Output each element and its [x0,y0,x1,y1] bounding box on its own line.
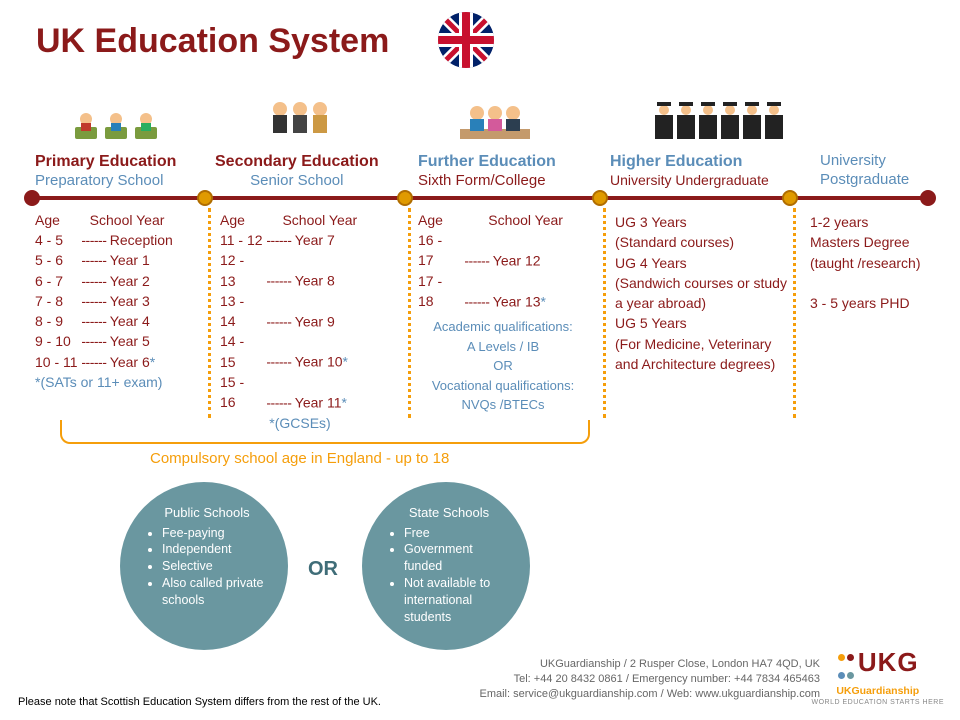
year-row: 13 - 14 ------ Year 9 [220,291,400,332]
circle-item: Government funded [404,541,512,575]
further-students-icon [435,95,555,145]
secondary-students-icon [240,95,360,145]
circle-item: Also called private schools [162,575,270,609]
divider [603,208,606,418]
divider [793,208,796,418]
circle-item: Fee-paying [162,525,270,542]
year-row: 16 - 17 ------ Year 12 [418,230,598,271]
timeline-mark [197,190,213,206]
year-row: 12 - 13 ------ Year 8 [220,250,400,291]
info-line: (taught /research) [810,253,950,273]
ukg-logo: UKG UKGuardianship WORLD EDUCATION START… [811,647,944,706]
uk-flag-icon [438,12,494,68]
timeline-mark [397,190,413,206]
stage-head-postgrad: University Postgraduate [820,152,909,190]
year-row: 4 - 5 ------ Reception [35,230,205,250]
year-row: 9 - 10 ------ Year 5 [35,331,205,351]
info-line: (Standard courses) [615,232,790,252]
stage-head-higher: Higher Education University Undergraduat… [610,152,769,190]
info-line: (For Medicine, Veterinary and Architectu… [615,334,790,375]
compulsory-label: Compulsory school age in England - up to… [150,450,449,467]
year-row: 10 - 11 ------ Year 6* [35,352,205,372]
timeline-start-dot [24,190,40,206]
year-row: 15 - 16 ------ Year 11* [220,372,400,413]
year-row: 11 - 12 ------ Year 7 [220,230,400,250]
year-row: 14 - 15 ------ Year 10* [220,331,400,372]
stage-head-further: Further Education Sixth Form/College [418,152,556,191]
info-line: Masters Degree [810,232,950,252]
timeline-mark [782,190,798,206]
col-further: Age School Year 16 - 17 ------ Year 1217… [418,212,598,415]
compulsory-bracket [60,420,590,444]
or-label: OR [308,558,338,581]
info-line: (Sandwich courses or study a year abroad… [615,273,790,314]
col-higher: UG 3 Years(Standard courses)UG 4 Years(S… [615,212,790,374]
primary-students-icon [55,95,175,145]
circle-item: Independent [162,541,270,558]
info-line [810,273,950,293]
public-schools-circle: Public Schools Fee-payingIndependentSele… [120,482,288,650]
info-line: UG 5 Years [615,313,790,333]
info-line: 3 - 5 years PHD [810,293,950,313]
info-line: 1-2 years [810,212,950,232]
higher-graduates-icon [640,95,800,145]
circle-item: Selective [162,558,270,575]
divider [208,208,211,418]
year-row: 8 - 9 ------ Year 4 [35,311,205,331]
year-row: 17 - 18 ------ Year 13* [418,271,598,312]
info-line: UG 3 Years [615,212,790,232]
col-primary: Age School Year 4 - 5 ------ Reception5 … [35,212,205,392]
page-title: UK Education System [36,22,389,61]
stage-head-primary: Primary Education Preparatory School [35,152,176,191]
year-row: 5 - 6 ------ Year 1 [35,250,205,270]
circle-item: Not available to international students [404,575,512,626]
contact-info: UKGuardianship / 2 Rusper Close, London … [479,657,820,702]
year-row: 7 - 8 ------ Year 3 [35,291,205,311]
col-secondary: Age School Year 11 - 12 ------ Year 712 … [220,212,400,433]
state-schools-circle: State Schools FreeGovernment fundedNot a… [362,482,530,650]
timeline-mark [592,190,608,206]
year-row: 6 - 7 ------ Year 2 [35,271,205,291]
footer-note: Please note that Scottish Education Syst… [18,696,381,708]
stage-head-secondary: Secondary Education Senior School [215,152,379,191]
col-postgrad: 1-2 yearsMasters Degree(taught /research… [810,212,950,313]
divider [408,208,411,418]
timeline-end-dot [920,190,936,206]
info-line: UG 4 Years [615,253,790,273]
circle-item: Free [404,525,512,542]
